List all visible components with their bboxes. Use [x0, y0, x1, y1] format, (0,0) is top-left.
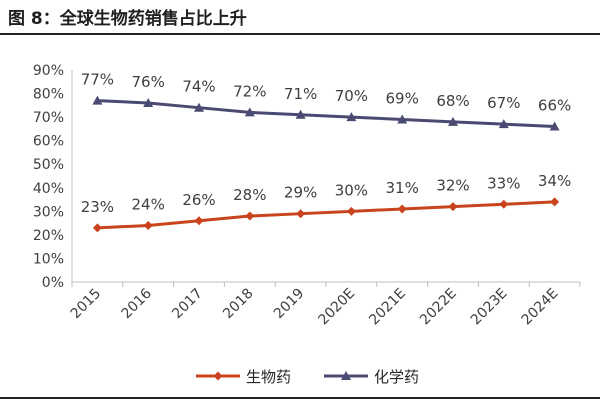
x-tick-label: 2019	[271, 286, 308, 323]
data-label: 30%	[335, 181, 368, 199]
data-point	[549, 121, 560, 131]
data-label: 71%	[284, 85, 317, 103]
bottom-rule	[0, 397, 600, 399]
data-point	[498, 119, 509, 129]
data-point	[92, 223, 102, 233]
data-label: 74%	[182, 78, 215, 96]
series-1: 23% 24% 26% 28% 29% 30% 31% 32% 33% 34%	[81, 172, 571, 233]
y-tick-label: 60%	[33, 134, 64, 150]
data-point	[194, 102, 204, 112]
x-tick-labels: 2015 2016 2017 2018 2019 2020E 2021E 2022E 2023E…	[68, 282, 581, 329]
y-tick-labels: 0% 10% 20% 30% 40% 50% 60% 70% 80% 90%	[33, 63, 64, 291]
data-point	[397, 114, 408, 124]
data-point	[448, 116, 458, 126]
data-label: 77%	[81, 71, 114, 89]
y-tick-label: 30%	[33, 204, 64, 220]
data-label: 31%	[386, 179, 419, 197]
data-point	[346, 206, 356, 216]
x-tick-label: 2020E	[315, 286, 358, 329]
x-tick-label: 2021E	[366, 286, 409, 329]
data-label: 70%	[335, 87, 368, 105]
x-tick-label: 2016	[119, 285, 156, 322]
data-point	[295, 109, 306, 119]
data-label: 33%	[487, 174, 520, 192]
data-point	[296, 209, 306, 219]
data-point	[346, 112, 357, 122]
data-point	[143, 97, 154, 107]
data-point	[143, 220, 153, 230]
series-2: 77% 76% 74% 72% 71% 70% 69% 68% 67% 66%	[81, 71, 571, 131]
y-tick-label: 70%	[33, 110, 64, 126]
legend-item-2: 化学药	[324, 368, 419, 386]
data-point	[245, 211, 255, 221]
y-tick-label: 20%	[33, 228, 64, 244]
data-point	[550, 197, 560, 207]
x-tick-label: 2017	[169, 286, 206, 323]
legend-label: 生物药	[246, 368, 291, 386]
x-tick-label: 2022E	[417, 286, 460, 329]
y-tick-label: 90%	[33, 63, 64, 79]
y-tick-label: 50%	[33, 157, 64, 173]
x-tick-label: 2015	[68, 286, 105, 323]
data-label: 32%	[436, 177, 469, 195]
data-label: 28%	[233, 186, 266, 204]
data-label: 67%	[487, 94, 520, 112]
x-tick-label: 2023E	[468, 286, 511, 329]
data-point	[92, 95, 103, 105]
data-point	[397, 204, 407, 214]
y-tick-label: 10%	[33, 251, 64, 267]
x-tick-label: 2018	[220, 286, 257, 323]
data-point	[194, 216, 204, 226]
y-tick-label: 40%	[33, 181, 64, 197]
figure-title: 图 8：全球生物药销售占比上升	[8, 9, 247, 29]
y-tick-label: 80%	[33, 87, 64, 103]
data-label: 24%	[132, 195, 165, 213]
series-layer: 23% 24% 26% 28% 29% 30% 31% 32% 33% 34%77% 76% 74% 7…	[81, 71, 571, 233]
series-line	[97, 200, 555, 230]
title-rule	[0, 33, 600, 35]
data-point	[499, 199, 509, 209]
y-tick-label: 0%	[42, 275, 64, 291]
data-label: 29%	[284, 184, 317, 202]
series-line	[97, 99, 555, 129]
legend-marker	[213, 371, 223, 381]
legend-label: 化学药	[374, 368, 419, 386]
legend: 生物药 化学药	[196, 368, 419, 386]
data-label: 76%	[132, 73, 165, 91]
legend-marker	[341, 371, 351, 380]
data-label: 72%	[233, 82, 266, 100]
x-tick-label: 2024E	[519, 286, 562, 329]
data-label: 34%	[538, 172, 571, 190]
data-label: 26%	[182, 191, 215, 209]
data-point	[244, 107, 255, 117]
data-label: 23%	[81, 198, 114, 216]
data-point	[448, 202, 458, 212]
data-label: 68%	[436, 92, 469, 110]
data-label: 66%	[538, 97, 571, 115]
data-label: 69%	[386, 89, 419, 107]
legend-item-1: 生物药	[196, 368, 291, 386]
